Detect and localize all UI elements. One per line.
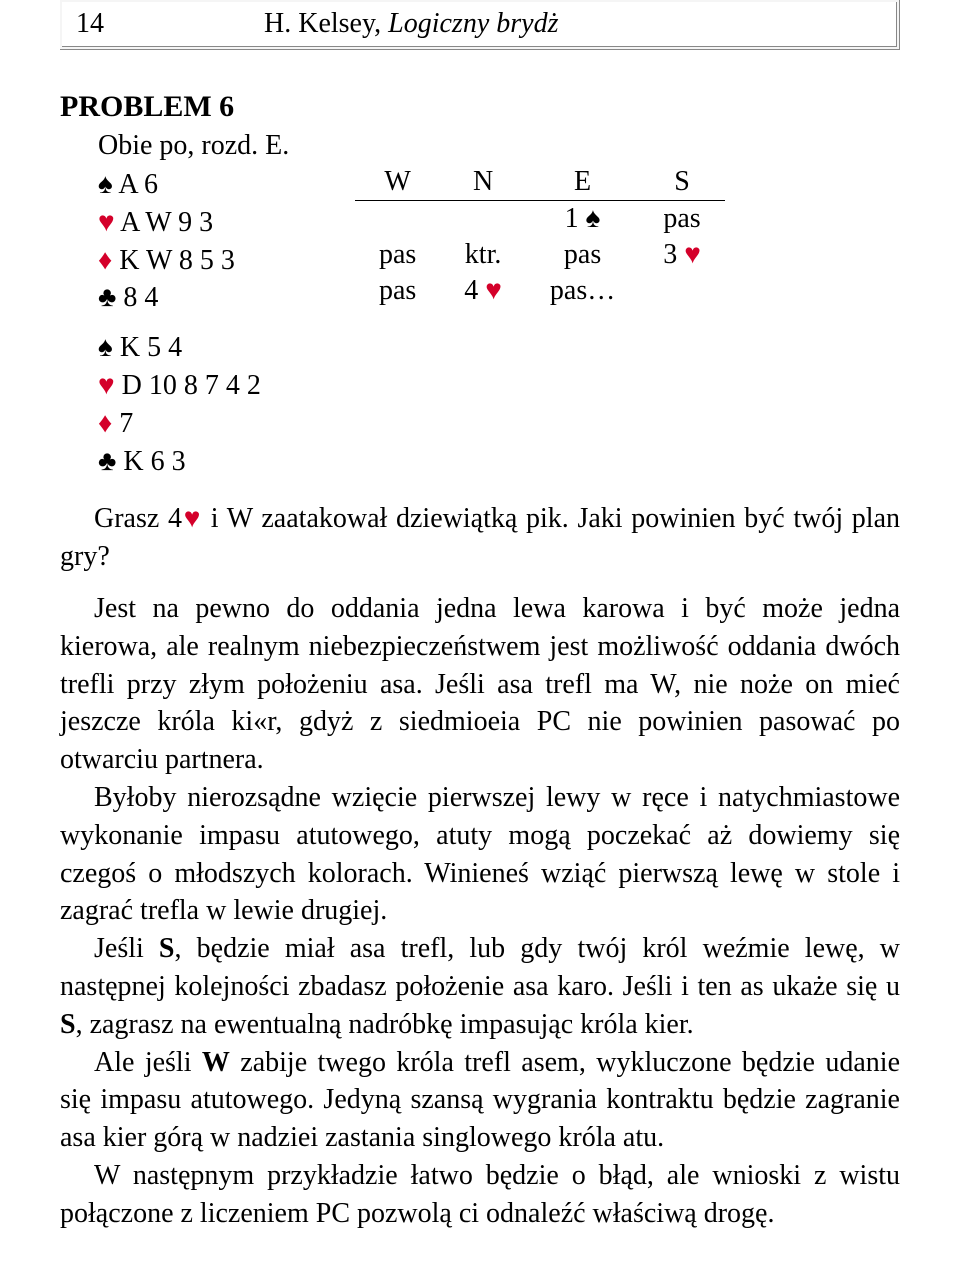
bid-header-n: N <box>440 166 526 201</box>
para4-a: Ale jeśli <box>94 1047 202 1078</box>
club-icon: ♣ <box>98 446 116 477</box>
deal-block: ♠ A 6 ♥ A W 9 3 ♦ K W 8 5 3 ♣ 8 4 W N E … <box>60 166 900 317</box>
north-diamonds: ♦ K W 8 5 3 <box>98 242 235 280</box>
north-diamonds-cards: K W 8 5 3 <box>119 245 235 276</box>
bid-r1-e: 1 ♠ <box>526 201 639 238</box>
bid-r3-w: pas <box>355 273 440 309</box>
north-clubs-cards: 8 4 <box>123 282 158 313</box>
south-clubs-cards: K 6 3 <box>123 446 185 477</box>
bid-row-2: pas ktr. pas 3 ♥ <box>355 237 725 273</box>
south-diamonds: ♦ 7 <box>98 405 900 443</box>
page-header: 14 H. Kelsey, Logiczny brydż <box>60 0 900 50</box>
heart-icon: ♥ <box>98 370 115 401</box>
north-hand: ♠ A 6 ♥ A W 9 3 ♦ K W 8 5 3 ♣ 8 4 <box>98 166 235 317</box>
para3-e: , zagrasz na ewentualną nadróbkę impasuj… <box>76 1009 694 1040</box>
bid-row-3: pas 4 ♥ pas… <box>355 273 725 309</box>
spade-icon: ♠ <box>98 169 113 200</box>
bid-r3-s <box>639 273 725 309</box>
spade-icon: ♠ <box>98 332 113 363</box>
para3-b-bold: S <box>159 933 175 964</box>
south-spades: ♠ K 5 4 <box>98 329 900 367</box>
heart-icon: ♥ <box>98 207 115 238</box>
bid-row-1: 1 ♠ pas <box>355 201 725 238</box>
paragraph-2: Byłoby nierozsądne wzięcie pierwszej lew… <box>60 779 900 930</box>
club-icon: ♣ <box>98 282 116 313</box>
header-outer-frame: 14 H. Kelsey, Logiczny brydż <box>60 0 900 50</box>
bid-r1-s: pas <box>639 201 725 238</box>
para3-a: Jeśli <box>94 933 159 964</box>
north-hearts: ♥ A W 9 3 <box>98 204 235 242</box>
south-hand: ♠ K 5 4 ♥ D 10 8 7 4 2 ♦ 7 ♣ K 6 3 <box>98 329 900 480</box>
paragraph-5: W następnym przykładzie łatwo będzie o b… <box>60 1157 900 1233</box>
heart-icon: ♥ <box>485 275 502 306</box>
bid-r3-e: pas… <box>526 273 639 309</box>
heart-icon: ♥ <box>684 239 701 270</box>
header-title: Logiczny brydż <box>388 8 558 39</box>
heart-icon: ♥ <box>182 503 202 534</box>
deal-conditions: Obie po, rozd. E. <box>98 130 900 162</box>
para4-b-bold: W <box>202 1047 230 1078</box>
south-hearts-cards: D 10 8 7 4 2 <box>122 370 261 401</box>
problem-heading: PROBLEM 6 <box>60 90 900 124</box>
north-hearts-cards: A W 9 3 <box>120 207 213 238</box>
bid-header-e: E <box>526 166 639 201</box>
para3-d-bold: S <box>60 1009 76 1040</box>
bid-r2-n: ktr. <box>440 237 526 273</box>
diamond-icon: ♦ <box>98 408 112 439</box>
diamond-icon: ♦ <box>98 245 112 276</box>
south-spades-cards: K 5 4 <box>120 332 182 363</box>
paragraph-4: Ale jeśli W zabije twego króla trefl ase… <box>60 1044 900 1157</box>
bidding-header-row: W N E S <box>355 166 725 201</box>
para3-c: , będzie miał asa trefl, lub gdy twój kr… <box>60 933 900 1002</box>
south-clubs: ♣ K 6 3 <box>98 443 900 481</box>
bid-header-w: W <box>355 166 440 201</box>
bid-r2-w: pas <box>355 237 440 273</box>
bid-r2-e: pas <box>526 237 639 273</box>
lead-text-1: Grasz 4 <box>94 503 182 534</box>
paragraph-1: Jest na pewno do oddania jedna lewa karo… <box>60 590 900 779</box>
page-number: 14 <box>76 8 104 40</box>
south-diamonds-cards: 7 <box>119 408 133 439</box>
north-spades-cards: A 6 <box>118 169 158 200</box>
bid-header-s: S <box>639 166 725 201</box>
header-inner-frame: 14 H. Kelsey, Logiczny brydż <box>62 2 897 47</box>
lead-paragraph: Grasz 4♥ i W zaatakował dziewiątką pik. … <box>60 500 900 576</box>
paragraph-3: Jeśli S, będzie miał asa trefl, lub gdy … <box>60 930 900 1043</box>
spade-icon: ♠ <box>586 203 601 234</box>
north-spades: ♠ A 6 <box>98 166 235 204</box>
bid-r3-n: 4 ♥ <box>440 273 526 309</box>
north-clubs: ♣ 8 4 <box>98 279 235 317</box>
page: 14 H. Kelsey, Logiczny brydż PROBLEM 6 O… <box>0 0 960 1273</box>
bid-r2-s: 3 ♥ <box>639 237 725 273</box>
south-hearts: ♥ D 10 8 7 4 2 <box>98 367 900 405</box>
bidding-table: W N E S 1 ♠ pas pas ktr. <box>355 166 725 309</box>
header-text: H. Kelsey, Logiczny brydż <box>264 8 558 40</box>
bid-r1-n <box>440 201 526 238</box>
bid-r1-w <box>355 201 440 238</box>
header-author: H. Kelsey, <box>264 8 388 39</box>
